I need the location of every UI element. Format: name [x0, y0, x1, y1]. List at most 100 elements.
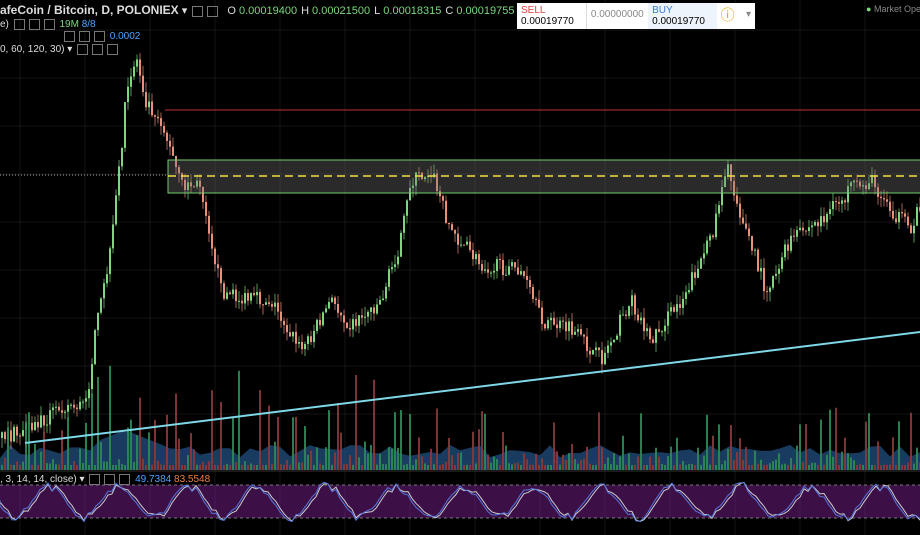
candle-body [718, 205, 720, 214]
price: 0.00019770 [652, 16, 705, 27]
volume-bar [274, 441, 276, 470]
candle-body [598, 347, 600, 351]
candle-body [646, 328, 648, 332]
volume-bar [112, 464, 114, 470]
icon[interactable] [107, 44, 119, 55]
candle-body [604, 352, 606, 365]
icon[interactable] [104, 474, 116, 485]
volume-bar [1, 464, 3, 470]
candle-body [781, 257, 783, 269]
icon[interactable] [119, 474, 131, 485]
candle-body [793, 235, 795, 237]
candle-body [79, 401, 81, 410]
volume-bar [616, 464, 618, 470]
candle-body [157, 116, 159, 119]
icon[interactable] [77, 44, 89, 55]
volume-bar [118, 459, 120, 470]
volume-bar [871, 464, 873, 470]
candle-body [472, 249, 474, 260]
volume-bar [793, 464, 795, 470]
candle-body [340, 312, 342, 316]
candle-body [265, 302, 267, 305]
volume-bar [469, 464, 471, 470]
volume-bar [391, 448, 393, 470]
volume-bar [307, 454, 309, 470]
candle-body [799, 227, 801, 230]
volume-bar [283, 464, 285, 470]
icon[interactable] [13, 19, 25, 30]
candle-body [877, 187, 879, 197]
volume-bar [475, 463, 477, 470]
candle-body [895, 218, 897, 223]
icon[interactable] [79, 31, 90, 42]
candle-body [583, 334, 585, 337]
volume-bar [643, 464, 645, 470]
volume-bar [868, 413, 870, 470]
indicator-value: 19M [59, 19, 79, 31]
icon[interactable] [89, 474, 101, 485]
volume-bar [130, 419, 132, 470]
icon[interactable] [207, 5, 219, 17]
icon[interactable] [94, 31, 105, 42]
volume-bar [160, 464, 162, 470]
volume-bar [238, 370, 240, 470]
info-icon[interactable]: ⓘ [720, 7, 735, 23]
symbol[interactable]: afeCoin / Bitcoin, D, POLONIEX [0, 3, 179, 17]
volume-bar [49, 463, 51, 470]
candle-body [142, 75, 144, 93]
candle-body [706, 240, 708, 254]
candle-body [514, 262, 516, 268]
volume-bar [880, 464, 882, 470]
volume-bar [754, 450, 756, 470]
candle-body [859, 181, 861, 187]
volume-bar [487, 454, 489, 470]
candle-body [865, 185, 867, 190]
icon[interactable] [28, 19, 40, 30]
volume-bar [583, 459, 585, 470]
volume-bar [109, 365, 111, 470]
icon[interactable] [64, 31, 75, 42]
volume-bar [751, 464, 753, 470]
icon[interactable] [43, 19, 55, 30]
buy-button[interactable]: BUY 0.00019770 [648, 3, 717, 29]
volume-bar [478, 429, 480, 470]
volume-bar [253, 464, 255, 470]
volume-bar [514, 463, 516, 470]
volume-bar [781, 464, 783, 470]
volume-bar [355, 375, 357, 470]
candle-body [496, 259, 498, 271]
volume-bar [19, 464, 21, 470]
stoch-k-line [0, 481, 920, 522]
volume-bar [115, 464, 117, 470]
icon[interactable] [192, 5, 204, 17]
volume-bar [79, 448, 81, 470]
candle-body [586, 336, 588, 351]
volume-bar [568, 453, 570, 470]
candle-body [406, 200, 408, 216]
icon[interactable] [92, 44, 104, 55]
volume-bar [463, 464, 465, 470]
volume-bar [106, 461, 108, 470]
candle-body [424, 176, 426, 180]
ohlc-value: 0.00019755 [456, 5, 515, 17]
candle-body [745, 223, 747, 229]
candle-body [334, 297, 336, 304]
sell-button[interactable]: SELL 0.00019770 [517, 3, 587, 29]
volume-bar [535, 453, 537, 470]
volume-bar [325, 447, 327, 470]
volume-bar [73, 461, 75, 470]
candle-body [280, 311, 282, 321]
volume-bar [721, 464, 723, 470]
candle-body [289, 332, 291, 337]
volume-bar [433, 464, 435, 470]
candle-body [316, 319, 318, 331]
candle-body [61, 410, 63, 413]
volume-bar [544, 464, 546, 470]
indicator-row: e) 19M 8/8 [0, 19, 96, 30]
candle-body [889, 201, 891, 211]
dropdown[interactable]: ▾ [745, 9, 751, 20]
candle-body [733, 181, 735, 196]
volume-bar [388, 447, 390, 470]
candle-body [115, 195, 117, 225]
volume-bar [655, 447, 657, 470]
